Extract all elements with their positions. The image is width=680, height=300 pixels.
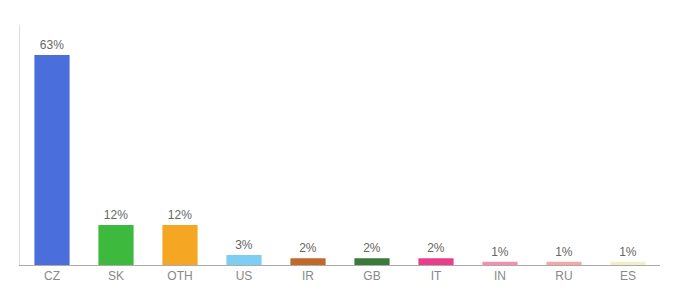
svg-text:ES: ES	[620, 269, 636, 283]
svg-text:IR: IR	[302, 269, 314, 283]
svg-text:2%: 2%	[299, 241, 317, 255]
svg-text:SK: SK	[108, 269, 124, 283]
svg-text:3%: 3%	[235, 238, 253, 252]
svg-text:63%: 63%	[40, 38, 64, 52]
svg-text:GB: GB	[363, 269, 380, 283]
svg-text:1%: 1%	[619, 245, 637, 259]
svg-text:1%: 1%	[555, 245, 573, 259]
svg-text:OTH: OTH	[167, 269, 192, 283]
svg-text:CZ: CZ	[44, 269, 60, 283]
svg-text:RU: RU	[555, 269, 572, 283]
svg-text:IN: IN	[494, 269, 506, 283]
svg-text:2%: 2%	[427, 241, 445, 255]
svg-text:IT: IT	[431, 269, 442, 283]
svg-text:1%: 1%	[491, 245, 509, 259]
svg-text:12%: 12%	[168, 208, 192, 222]
svg-text:US: US	[236, 269, 253, 283]
svg-text:2%: 2%	[363, 241, 381, 255]
svg-text:12%: 12%	[104, 208, 128, 222]
